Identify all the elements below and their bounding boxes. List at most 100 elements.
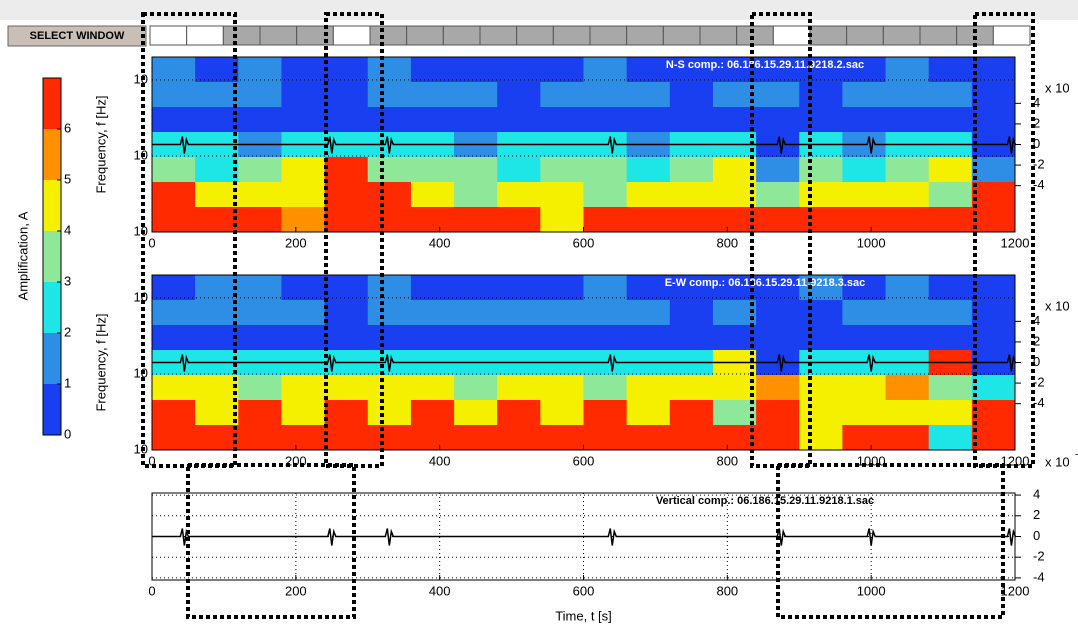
spectro-cell [842,275,887,301]
spectro-cell [238,107,282,133]
spectro-cell [152,57,196,83]
y2-tick-label: 4 [1033,95,1040,110]
spectro-cell [712,425,757,451]
spectro-cell [540,325,584,351]
spectro-cell [756,182,800,208]
y2-tick-label: -4 [1033,569,1045,584]
spectro-cell [454,375,498,401]
spectro-cell [971,400,1016,426]
spectro-cell [712,325,757,351]
window-cell[interactable] [222,25,261,46]
spectro-cell [799,182,843,208]
window-cell[interactable] [699,25,738,46]
window-cell[interactable] [626,25,664,46]
window-cell[interactable] [406,25,444,46]
spectro-cell [497,182,541,208]
spectro-cell [152,275,196,301]
spectro-cell [712,107,757,133]
spectro-cell [195,107,239,133]
y2-tick-label: 4 [1033,313,1040,328]
spectro-cell [756,107,800,133]
y-tick-label: 10 [134,289,148,304]
y2-tick-label: 2 [1033,333,1040,348]
selection-box [776,463,1005,619]
spectro-cell [367,157,412,183]
window-cell[interactable] [186,25,224,46]
spectro-cell [454,425,498,451]
x-axis-label: Time, t [s] [555,608,612,623]
window-cell[interactable] [809,25,848,46]
spectro-cell [410,325,455,351]
spectro-cell [454,207,498,233]
spectro-cell [583,57,628,83]
window-cell[interactable] [369,25,408,46]
window-cell[interactable] [772,25,811,46]
spectro-cell [195,82,239,108]
spectro-cell [152,325,196,351]
colorbar-tick-label: 5 [64,171,71,186]
spectro-cell [712,157,757,183]
window-cell[interactable] [919,25,958,46]
window-cell[interactable] [259,25,298,46]
window-cell[interactable] [662,25,701,46]
spectro-cell [410,375,455,401]
spectro-cell [583,107,628,133]
spectro-cell [626,107,671,133]
spectro-cell [756,400,800,426]
spectro-cell [367,325,412,351]
window-cell[interactable] [479,25,518,46]
window-cell[interactable] [736,25,774,46]
window-cell[interactable] [442,25,481,46]
spectro-cell [497,207,541,233]
y2-axis-exponent: -3 [1075,450,1078,461]
x-tick-label: 600 [573,453,595,468]
spectro-cell [195,275,239,301]
window-cell[interactable] [149,25,188,46]
button-label[interactable]: SELECT WINDOW [30,30,125,42]
spectro-cell [756,425,800,451]
spectro-cell [756,375,800,401]
spectro-cell [540,375,584,401]
spectro-cell [195,375,239,401]
spectro-cell [238,275,282,301]
x-tick-label: 400 [429,235,451,250]
spectro-cell [540,157,584,183]
window-cell[interactable] [956,25,994,46]
x-tick-label: 1000 [857,583,886,598]
spectro-cell [152,425,196,451]
select-window-button[interactable] [7,25,147,47]
spectro-cell [583,300,628,326]
spectro-cell [626,57,671,83]
spectro-cell [367,375,412,401]
spectro-cell [842,157,887,183]
spectro-cell [238,82,282,108]
window-cell[interactable] [992,25,1031,46]
colorbar-frame [42,77,62,436]
panel-title-dark: Vertical comp.: 06.186.15.29.11.9218.1.s… [656,495,874,507]
spectro-cell [497,400,541,426]
window-cell[interactable] [846,25,884,46]
colorbar-tick-label: 6 [64,120,71,135]
spectro-cell [195,207,239,233]
spectro-cell [195,425,239,451]
window-cell[interactable] [882,25,921,46]
spectro-cell [367,300,412,326]
window-cell[interactable] [552,25,591,46]
spectro-cell [885,300,930,326]
y2-tick-label: 0 [1033,354,1040,369]
spectro-cell [324,375,369,401]
spectro-cell [669,207,714,233]
window-cell[interactable] [332,25,371,46]
spectro-cell [928,325,973,351]
selection-box [186,463,356,619]
y-axis-label: Frequency, f [Hz] [93,313,108,411]
spectro-cell [540,207,584,233]
colorbar-tick-label: 1 [64,375,71,390]
spectro-cell [238,325,282,351]
window-cell[interactable] [589,25,628,46]
spectro-cell [367,57,412,83]
spectro-cell [712,375,757,401]
window-cell[interactable] [516,25,554,46]
x-tick-label: 0 [148,235,155,250]
spectro-cell [540,425,584,451]
